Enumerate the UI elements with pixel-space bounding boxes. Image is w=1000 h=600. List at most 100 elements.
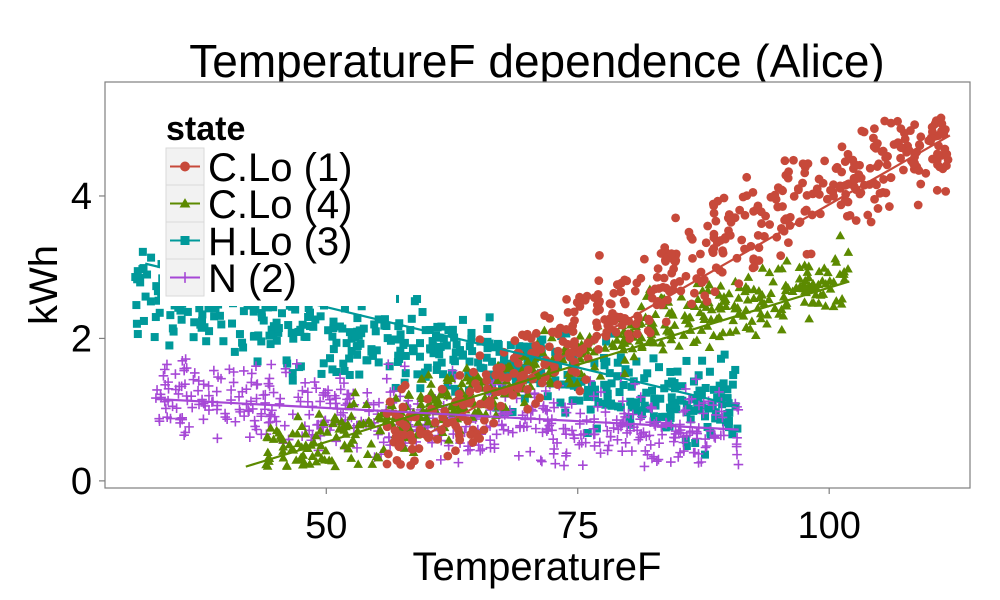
data-point: [620, 438, 631, 448]
data-point: [886, 118, 896, 128]
x-tick-label: 100: [797, 505, 860, 547]
data-point: [318, 417, 329, 427]
data-point: [729, 300, 740, 310]
data-point: [268, 387, 279, 398]
data-point: [590, 293, 599, 302]
data-point: [547, 332, 557, 342]
data-point: [423, 394, 433, 404]
data-point: [843, 247, 854, 256]
data-point: [738, 192, 748, 202]
data-point: [656, 422, 667, 432]
data-point: [454, 389, 464, 399]
data-point: [439, 370, 448, 379]
data-point: [697, 391, 706, 400]
data-point: [450, 357, 459, 366]
data-point: [167, 401, 178, 412]
data-point: [491, 429, 502, 440]
data-point: [706, 304, 717, 314]
data-point: [562, 294, 571, 304]
data-point: [688, 254, 697, 263]
data-point: [385, 362, 394, 371]
data-point: [669, 320, 680, 329]
data-point: [654, 438, 664, 448]
data-point: [234, 392, 244, 402]
data-point: [454, 425, 463, 435]
data-point: [183, 307, 192, 316]
data-point: [709, 229, 719, 239]
data-point: [620, 412, 630, 422]
data-point: [914, 166, 924, 175]
data-point: [682, 356, 691, 365]
data-point: [139, 316, 148, 325]
data-point: [211, 304, 220, 313]
data-point: [391, 432, 401, 441]
data-point: [416, 384, 425, 393]
data-point: [613, 424, 624, 435]
data-point: [143, 270, 152, 279]
data-point: [661, 283, 671, 293]
data-point: [153, 287, 162, 296]
data-point: [627, 403, 636, 412]
data-point: [277, 309, 286, 318]
data-point: [915, 141, 925, 151]
data-point: [202, 337, 211, 346]
data-point: [570, 337, 579, 346]
data-point: [433, 395, 443, 404]
data-point: [701, 412, 710, 421]
data-point: [353, 459, 363, 468]
data-point: [531, 399, 540, 409]
data-point: [139, 264, 148, 273]
data-point: [693, 294, 703, 303]
data-point: [938, 164, 948, 174]
data-point: [757, 296, 767, 306]
data-point: [509, 353, 519, 363]
data-point: [447, 365, 458, 376]
data-point: [575, 386, 585, 396]
data-point: [681, 271, 691, 281]
data-point: [374, 358, 383, 367]
data-point: [634, 336, 645, 345]
data-point: [799, 260, 810, 269]
data-point: [837, 142, 847, 152]
y-axis-label: kWh: [22, 245, 66, 325]
data-point: [346, 453, 356, 462]
data-point: [732, 432, 742, 443]
data-point: [567, 425, 577, 436]
data-point: [269, 330, 278, 339]
data-point: [155, 308, 164, 317]
data-point: [689, 406, 698, 415]
data-point: [406, 326, 415, 335]
data-point: [485, 313, 494, 322]
data-point: [296, 362, 305, 371]
data-point: [288, 328, 297, 337]
data-point: [839, 274, 850, 283]
data-point: [251, 380, 262, 390]
data-point: [216, 373, 226, 384]
data-point: [357, 302, 366, 311]
data-point: [141, 292, 150, 301]
data-point: [133, 330, 142, 339]
data-point: [932, 149, 942, 159]
data-point: [498, 424, 509, 435]
data-point: [475, 445, 486, 456]
data-point: [820, 156, 830, 166]
data-point: [399, 361, 410, 372]
data-point: [803, 272, 814, 282]
data-point: [896, 142, 906, 152]
data-point: [444, 326, 453, 335]
data-point: [274, 399, 285, 409]
data-point: [548, 398, 559, 408]
legend-key-marker: [180, 161, 190, 172]
data-point: [272, 318, 281, 327]
data-point: [725, 230, 735, 240]
data-point: [353, 342, 362, 351]
data-point: [187, 402, 197, 413]
data-point: [469, 367, 478, 377]
data-point: [305, 308, 314, 317]
data-point: [416, 429, 426, 439]
data-point: [239, 307, 248, 316]
data-point: [423, 433, 433, 443]
data-point: [540, 386, 551, 396]
data-point: [328, 365, 337, 374]
data-point: [595, 448, 606, 458]
